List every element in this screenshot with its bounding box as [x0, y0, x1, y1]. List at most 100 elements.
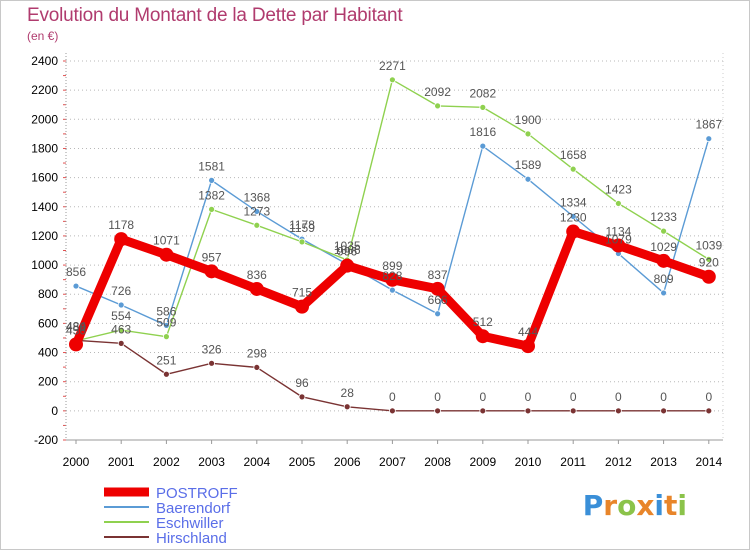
data-label: 1071 [153, 234, 180, 248]
proxiti-logo: Proxiti [582, 489, 687, 522]
data-point [253, 221, 261, 229]
data-label: 298 [247, 346, 267, 360]
data-label: 2092 [424, 85, 451, 99]
data-label: 480 [66, 320, 86, 334]
data-label: 0 [389, 390, 396, 404]
data-point [479, 103, 487, 111]
data-label: 1273 [243, 204, 270, 218]
data-label: 957 [202, 250, 222, 264]
x-tick-label: 2005 [289, 455, 316, 469]
data-label: 1900 [515, 113, 542, 127]
x-tick-label: 2002 [153, 455, 180, 469]
x-tick-label: 2008 [424, 455, 451, 469]
y-tick-label: 1800 [31, 141, 58, 155]
data-point [208, 176, 216, 184]
data-point [253, 208, 261, 215]
y-tick-label: 0 [51, 404, 58, 418]
data-label: 1079 [605, 233, 632, 247]
x-tick-label: 2004 [243, 455, 270, 469]
data-point [388, 286, 396, 294]
data-point [249, 281, 264, 296]
y-tick-label: 1600 [31, 171, 58, 185]
data-label: 96 [295, 376, 309, 390]
data-point [162, 333, 170, 341]
legend-label-postroff: POSTROFF [156, 485, 238, 502]
data-label: 1658 [560, 148, 587, 162]
data-label: 1589 [515, 158, 542, 172]
chart-unit-label: (en €) [27, 29, 59, 43]
data-point [660, 289, 667, 297]
y-tick-label: 1000 [31, 258, 58, 272]
x-tick-label: 2001 [108, 455, 135, 469]
x-tick-label: 2009 [469, 455, 496, 469]
data-point [208, 205, 216, 213]
data-label: 1334 [560, 195, 587, 209]
x-tick-label: 2000 [63, 455, 90, 469]
data-label: 920 [699, 256, 719, 270]
data-point [660, 407, 667, 415]
data-label: 509 [156, 316, 176, 330]
data-label: 828 [382, 269, 402, 283]
data-label: 666 [428, 293, 448, 307]
data-label: 586 [156, 304, 176, 318]
data-point [475, 329, 490, 344]
y-tick-label: 2400 [31, 54, 58, 68]
data-point [705, 135, 713, 143]
data-point [524, 175, 532, 183]
data-point [388, 407, 396, 415]
data-point [253, 364, 261, 371]
data-label: 0 [615, 390, 622, 404]
data-point [615, 407, 622, 415]
data-label: 1230 [560, 211, 587, 225]
data-label: 1178 [108, 218, 134, 232]
data-point [385, 272, 400, 287]
data-point [388, 76, 396, 84]
y-tick-label: 200 [38, 375, 58, 389]
legend-label-eschwiller: Eschwiller [156, 515, 224, 532]
data-point [521, 339, 535, 354]
x-tick-label: 2013 [650, 455, 677, 469]
data-label: 28 [341, 386, 355, 400]
x-tick-label: 2010 [515, 455, 542, 469]
x-tick-label: 2012 [605, 455, 632, 469]
legend-label-hirschland: Hirschland [156, 530, 227, 547]
data-label: 2271 [379, 59, 406, 73]
data-point [204, 264, 219, 279]
data-point [569, 407, 577, 415]
x-tick-label: 2006 [334, 455, 361, 469]
data-label: 554 [111, 309, 131, 323]
y-tick-label: 1400 [31, 200, 58, 214]
data-point [705, 255, 713, 263]
data-point [159, 247, 174, 262]
y-tick-label: 2200 [31, 83, 58, 97]
data-label: 484 [66, 319, 86, 333]
data-point [343, 403, 351, 411]
data-point [295, 299, 309, 314]
data-label: 1581 [198, 159, 225, 173]
legend-label-baerendorf: Baerendorf [156, 500, 231, 517]
data-label: 2082 [469, 86, 496, 100]
data-label: 1178 [289, 218, 315, 232]
data-point [117, 339, 125, 347]
y-tick-label: 2000 [31, 112, 58, 126]
data-point [298, 393, 306, 401]
data-point [340, 258, 355, 273]
data-label: 1159 [289, 221, 315, 235]
data-point [656, 253, 671, 268]
data-label: 1368 [243, 190, 270, 204]
data-label: 996 [337, 245, 357, 259]
data-label: 251 [156, 353, 176, 367]
data-point [114, 232, 129, 247]
data-point [611, 238, 626, 253]
x-tick-label: 2014 [695, 455, 722, 469]
data-point [479, 142, 487, 150]
data-point [162, 370, 170, 378]
data-point [705, 407, 713, 415]
y-tick-label: 600 [38, 316, 58, 330]
data-point [162, 322, 170, 329]
data-label: 1134 [605, 225, 631, 239]
data-point [298, 238, 306, 246]
data-label: 0 [434, 390, 441, 404]
chart-title: Evolution du Montant de la Dette par Hab… [27, 5, 403, 26]
